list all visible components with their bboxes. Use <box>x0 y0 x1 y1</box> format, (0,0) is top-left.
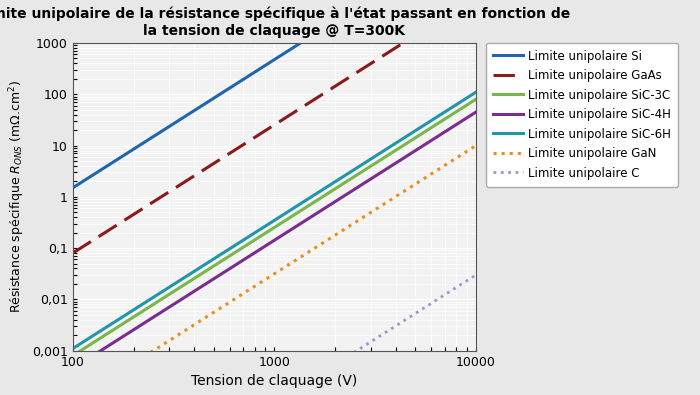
Limite unipolaire GaAs <box>287 112 295 117</box>
X-axis label: Tension de claquage (V): Tension de claquage (V) <box>191 374 358 388</box>
Line: Limite unipolaire SiC-3C: Limite unipolaire SiC-3C <box>73 99 476 356</box>
Legend: Limite unipolaire Si, Limite unipolaire GaAs, Limite unipolaire SiC-3C, Limite u: Limite unipolaire Si, Limite unipolaire … <box>486 43 678 187</box>
Limite unipolaire C <box>462 279 470 284</box>
Limite unipolaire GaN <box>399 190 407 194</box>
Limite unipolaire SiC-4H <box>262 243 271 248</box>
Limite unipolaire GaN <box>287 261 295 265</box>
Limite unipolaire SiC-4H <box>287 228 295 232</box>
Limite unipolaire GaAs <box>462 0 470 5</box>
Limite unipolaire C <box>309 376 317 381</box>
Limite unipolaire C <box>399 319 407 324</box>
Limite unipolaire GaN <box>262 276 271 281</box>
Limite unipolaire SiC-4H <box>260 244 269 249</box>
Limite unipolaire GaAs <box>309 98 317 103</box>
Limite unipolaire GaN <box>462 149 470 154</box>
Limite unipolaire GaAs <box>262 127 271 132</box>
Line: Limite unipolaire SiC-4H: Limite unipolaire SiC-4H <box>73 112 476 369</box>
Limite unipolaire SiC-6H <box>462 96 470 101</box>
Limite unipolaire SiC-3C <box>69 353 77 358</box>
Limite unipolaire SiC-3C <box>462 103 470 108</box>
Limite unipolaire GaN <box>472 143 480 148</box>
Limite unipolaire GaAs <box>260 129 269 134</box>
Limite unipolaire SiC-4H <box>309 213 317 218</box>
Limite unipolaire SiC-3C <box>309 201 317 205</box>
Title: Limite unipolaire de la résistance spécifique à l'état passant en fonction de
la: Limite unipolaire de la résistance spéci… <box>0 7 570 38</box>
Limite unipolaire SiC-6H <box>262 223 271 228</box>
Limite unipolaire Si <box>287 47 295 51</box>
Limite unipolaire SiC-3C <box>287 214 295 219</box>
Line: Limite unipolaire SiC-6H: Limite unipolaire SiC-6H <box>73 92 476 348</box>
Line: Limite unipolaire GaAs: Limite unipolaire GaAs <box>73 0 476 253</box>
Y-axis label: Résistance spécifique $R_{ONS}$ (m$\Omega$.cm$^2$): Résistance spécifique $R_{ONS}$ (m$\Omeg… <box>7 80 27 313</box>
Limite unipolaire SiC-6H <box>309 194 317 198</box>
Limite unipolaire SiC-3C <box>262 230 271 235</box>
Limite unipolaire C <box>287 390 295 395</box>
Limite unipolaire SiC-4H <box>399 156 407 161</box>
Limite unipolaire GaN <box>260 278 269 282</box>
Limite unipolaire SiC-6H <box>260 224 269 229</box>
Limite unipolaire SiC-3C <box>260 231 269 236</box>
Limite unipolaire SiC-6H <box>399 136 407 141</box>
Limite unipolaire SiC-4H <box>462 116 470 120</box>
Limite unipolaire GaAs <box>69 251 77 256</box>
Limite unipolaire GaAs <box>399 41 407 45</box>
Limite unipolaire GaN <box>309 247 317 252</box>
Limite unipolaire Si <box>309 33 317 38</box>
Line: Limite unipolaire Si: Limite unipolaire Si <box>73 0 476 188</box>
Line: Limite unipolaire C: Limite unipolaire C <box>73 275 476 395</box>
Limite unipolaire Si <box>260 64 269 68</box>
Limite unipolaire C <box>472 273 480 277</box>
Limite unipolaire SiC-6H <box>472 90 480 94</box>
Limite unipolaire SiC-4H <box>472 110 480 115</box>
Limite unipolaire Si <box>69 185 77 190</box>
Limite unipolaire Si <box>262 62 271 67</box>
Limite unipolaire SiC-6H <box>287 207 295 212</box>
Limite unipolaire SiC-6H <box>69 346 77 351</box>
Limite unipolaire SiC-3C <box>472 97 480 102</box>
Line: Limite unipolaire GaN: Limite unipolaire GaN <box>73 145 476 395</box>
Limite unipolaire SiC-3C <box>399 143 407 148</box>
Limite unipolaire SiC-4H <box>69 366 77 371</box>
